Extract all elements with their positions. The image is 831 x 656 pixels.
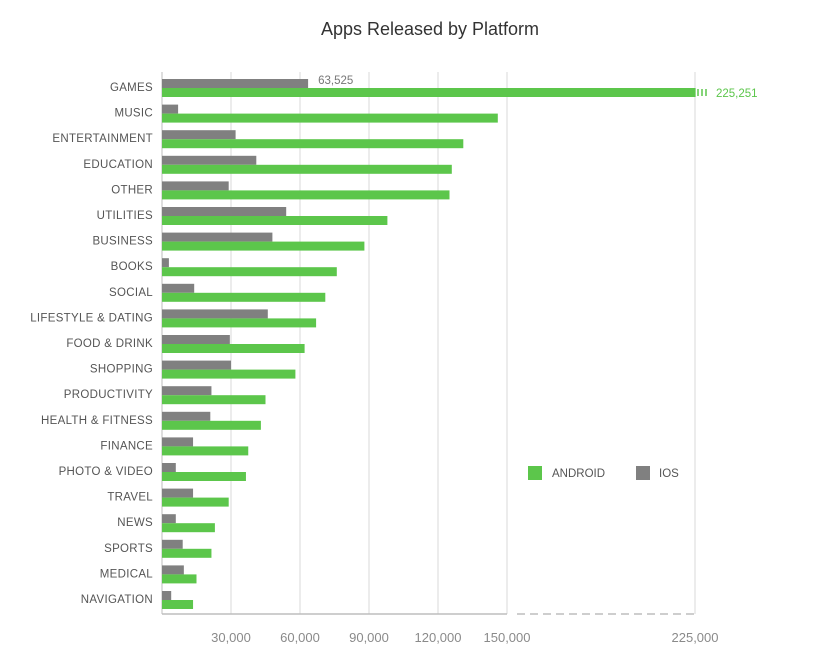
legend-label-ios: IOS: [659, 468, 679, 480]
bar-android: [162, 446, 249, 456]
bar-ios: [162, 411, 211, 421]
bar-android: [162, 241, 365, 251]
bar-android: [162, 420, 261, 430]
bars: [162, 79, 696, 609]
x-tick-label: 150,000: [484, 630, 531, 645]
x-tick-label: 120,000: [415, 630, 462, 645]
x-tick-label: 225,000: [672, 630, 719, 645]
category-label: NAVIGATION: [81, 594, 153, 606]
category-label: BUSINESS: [92, 236, 153, 248]
bar-android: [162, 395, 266, 405]
category-label: MEDICAL: [100, 568, 154, 580]
bar-android: [162, 190, 450, 200]
legend-swatch-android: [528, 466, 542, 480]
chart-title: Apps Released by Platform: [321, 19, 539, 39]
bar-ios: [162, 360, 231, 370]
x-tick-label: 30,000: [211, 630, 251, 645]
bar-ios: [162, 232, 273, 242]
category-label: HEALTH & FITNESS: [41, 415, 153, 427]
bar-android: [162, 600, 194, 609]
bar-ios: [162, 283, 195, 293]
bar-android: [162, 344, 305, 353]
category-label: OTHER: [111, 184, 153, 196]
category-label: SOCIAL: [109, 287, 153, 299]
bar-ios: [162, 104, 179, 114]
x-tick-label: 60,000: [280, 630, 320, 645]
bar-android: [162, 548, 212, 558]
bar-android: [162, 267, 337, 277]
bar-ios: [162, 591, 172, 600]
bar-ios: [162, 181, 229, 191]
category-label: TRAVEL: [107, 492, 153, 504]
category-label: UTILITIES: [97, 210, 153, 222]
data-label-games-android: 225,251: [716, 88, 758, 100]
data-label-games-ios: 63,525: [318, 75, 353, 87]
category-label: FINANCE: [100, 440, 153, 452]
category-label: NEWS: [117, 517, 153, 529]
category-label: SPORTS: [104, 543, 153, 555]
x-tick-label: 90,000: [349, 630, 389, 645]
x-axis: 30,000 60,000 90,000 120,000 150,000 225,000: [162, 613, 719, 645]
category-labels: GAMES MUSIC ENTERTAINMENT EDUCATION OTHER UTI…: [30, 82, 153, 606]
category-label: ENTERTAINMENT: [52, 133, 153, 145]
category-label: GAMES: [110, 82, 153, 94]
category-label: SHOPPING: [90, 364, 153, 376]
bar-ios: [162, 539, 183, 549]
bar-android: [162, 497, 229, 507]
bar-android: [162, 139, 464, 149]
category-label: BOOKS: [111, 261, 153, 273]
bar-android: [162, 88, 696, 97]
bar-ios: [162, 309, 268, 319]
category-label: MUSIC: [114, 108, 153, 120]
category-label: EDUCATION: [83, 159, 153, 171]
category-label: FOOD & DRINK: [66, 338, 153, 350]
bar-ios: [162, 258, 169, 268]
bar-android: [162, 574, 197, 584]
bar-android: [162, 523, 215, 533]
category-label: PRODUCTIVITY: [64, 389, 153, 401]
bar-ios: [162, 437, 194, 447]
bar-ios: [162, 207, 287, 216]
bar-android: [162, 113, 498, 123]
bar-ios: [162, 335, 230, 344]
bar-ios: [162, 565, 184, 575]
bar-ios: [162, 488, 194, 498]
bar-android: [162, 216, 388, 225]
bar-android: [162, 292, 326, 302]
bar-ios: [162, 514, 176, 524]
bar-ios: [162, 79, 309, 88]
bar-android: [162, 472, 246, 481]
legend: ANDROID IOS: [528, 466, 679, 480]
bar-ios: [162, 463, 176, 472]
legend-swatch-ios: [636, 466, 650, 480]
gridlines: [161, 72, 696, 614]
category-label: LIFESTYLE & DATING: [30, 312, 153, 324]
category-label: PHOTO & VIDEO: [59, 466, 153, 478]
bar-android: [162, 369, 296, 379]
bar-ios: [162, 130, 236, 140]
data-labels: 63,525 225,251: [318, 75, 757, 100]
bar-ios: [162, 155, 257, 165]
legend-label-android: ANDROID: [552, 468, 605, 480]
bar-android: [162, 164, 452, 174]
bar-ios: [162, 386, 212, 396]
bar-android: [162, 318, 317, 328]
